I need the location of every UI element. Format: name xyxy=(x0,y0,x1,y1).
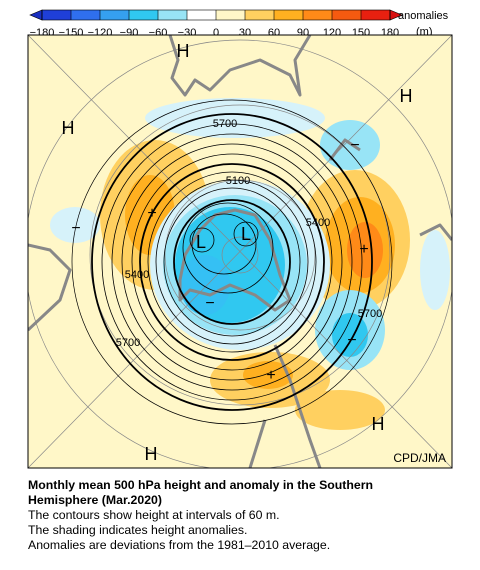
anomaly-sign: + xyxy=(266,367,275,384)
height-contours xyxy=(71,99,393,425)
colorbar-segment xyxy=(245,10,274,20)
colorbar-segment xyxy=(158,10,187,20)
colorbar-tick-label: 0 xyxy=(213,27,219,39)
contour-label: 5400 xyxy=(125,269,149,281)
contour-label: 5400 xyxy=(306,217,330,229)
colorbar-segment xyxy=(71,10,100,20)
anomaly-sign: + xyxy=(359,241,368,258)
colorbar-segment xyxy=(216,10,245,20)
contour-label: 5700 xyxy=(213,118,237,130)
contour-label: 5700 xyxy=(116,337,140,349)
pressure-center: H xyxy=(177,41,190,61)
pressure-center: H xyxy=(372,414,385,434)
pressure-center: L xyxy=(241,224,251,244)
anomaly-sign: + xyxy=(147,205,156,222)
colorbar-segment xyxy=(361,10,390,20)
caption-line: Anomalies are deviations from the 1981–2… xyxy=(28,538,331,552)
anomaly-sign: − xyxy=(347,332,356,349)
colorbar-segment xyxy=(129,10,158,20)
colorbar: −180 −150 −120 −90 −60 −30 0 30 60 90 120 150 180ano… xyxy=(29,9,449,39)
colorbar-label: anomalies xyxy=(398,10,449,22)
caption-line: The contours show height at intervals of… xyxy=(28,508,280,522)
map-frame xyxy=(27,34,453,469)
pressure-center: L xyxy=(196,232,206,252)
colorbar-segment xyxy=(332,10,361,20)
colorbar-segment xyxy=(274,10,303,20)
contour-label: 5700 xyxy=(358,308,382,320)
credit: CPD/JMA xyxy=(393,451,446,465)
graticule xyxy=(28,35,452,468)
pressure-center: H xyxy=(62,118,75,138)
caption-line: The shading indicates height anomalies. xyxy=(28,523,248,537)
anomaly-sign: − xyxy=(205,295,214,312)
colorbar-segment xyxy=(42,10,71,20)
coastlines xyxy=(28,35,452,468)
contour-label: 5100 xyxy=(226,175,250,187)
colorbar-segment xyxy=(303,10,332,20)
colorbar-segment xyxy=(187,10,216,20)
caption: Monthly mean 500 hPa height and anomaly … xyxy=(28,478,428,553)
map: CPD/JMA 5700 5100 5400 5400 5700 5700 H H H H H L L +… xyxy=(27,34,453,469)
anomaly-sign: − xyxy=(350,137,359,154)
pressure-center: H xyxy=(400,86,413,106)
map-body xyxy=(28,35,452,468)
anomaly-sign: − xyxy=(71,220,80,237)
caption-title: Monthly mean 500 hPa height and anomaly … xyxy=(28,478,374,507)
colorbar-segment xyxy=(100,10,129,20)
pressure-center: H xyxy=(145,444,158,464)
